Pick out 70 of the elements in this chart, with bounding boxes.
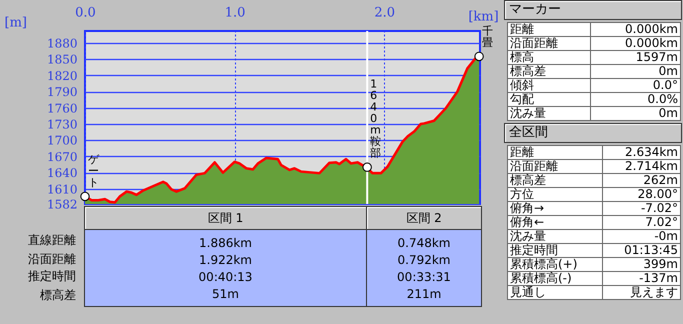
text: 0m	[590, 106, 680, 120]
text: 勾配	[508, 92, 590, 106]
text: 距離	[508, 22, 590, 36]
text: 直線距離	[27, 232, 77, 249]
text: 累積標高(-)	[508, 271, 603, 286]
text: 沿面距離	[508, 159, 603, 174]
text: 見通し	[508, 285, 603, 300]
text: -0m	[602, 229, 680, 244]
y-tick-label: 1880	[46, 36, 78, 50]
y-tick-label: 1670	[46, 150, 78, 164]
text: 7.02°	[602, 215, 680, 230]
text: -7.02°	[602, 201, 680, 216]
text: 0.000km	[590, 22, 680, 36]
text: 距離	[508, 145, 603, 160]
text: 01:13:45	[602, 243, 680, 258]
text: 推定時間	[27, 268, 77, 285]
text: 28.00°	[602, 187, 680, 202]
text: 方位	[508, 187, 603, 202]
text: 沿面距離	[508, 36, 590, 50]
text: 0.000km	[590, 36, 680, 50]
text: 211m	[366, 285, 482, 306]
text: 1597m	[590, 50, 680, 64]
text: 俯角←	[508, 215, 603, 230]
y-tick-label: 1820	[46, 68, 78, 83]
annotation: 千畳	[482, 24, 494, 49]
y-tick-label: 1610	[46, 182, 78, 196]
text: 全区間	[504, 123, 682, 143]
text: 2.714km	[602, 159, 680, 174]
text: 標高	[508, 50, 590, 64]
text: 標高差	[508, 173, 603, 188]
text: 0.0°	[590, 78, 680, 92]
text: 傾斜	[508, 78, 590, 92]
text: 399m	[602, 257, 680, 272]
y-tick-label: 1640	[46, 166, 78, 180]
x-tick-label: 0.0	[75, 6, 96, 20]
text: 沈み量	[508, 229, 603, 244]
x-tick-label: 2.0	[374, 6, 396, 20]
text: 標高差	[508, 64, 590, 78]
y-tick-label: 1760	[46, 101, 78, 116]
text: 区間 1	[84, 206, 366, 230]
text: 262m	[602, 173, 680, 188]
y-axis-title: [m]	[4, 16, 27, 30]
y-tick-label: 1850	[46, 52, 78, 67]
text: 1.886km	[84, 230, 366, 251]
y-tick-label: 1730	[46, 117, 78, 132]
text: 沈み量	[508, 106, 590, 120]
text: マーカー	[504, 0, 682, 20]
text: 区間 2	[366, 206, 482, 230]
text: 推定時間	[508, 243, 603, 258]
text: 51m	[84, 285, 366, 306]
text: 見えます	[602, 285, 680, 300]
text: 0m	[590, 64, 680, 78]
y-tick-label: 1582	[46, 198, 78, 212]
text: 累積標高(+)	[508, 257, 603, 272]
text: 00:40:13	[84, 268, 366, 285]
y-tick-label: 1790	[46, 85, 78, 100]
text: 00:33:31	[366, 268, 482, 285]
text: 0.0%	[590, 92, 680, 106]
text: -137m	[602, 271, 680, 286]
annotation: ゲート	[88, 152, 100, 189]
text: 1.922km	[84, 251, 366, 268]
text: 標高差	[39, 287, 77, 304]
text: 0.792km	[366, 251, 482, 268]
x-axis-title: [km]	[468, 10, 499, 24]
text: 2.634km	[602, 145, 680, 160]
text: 0.748km	[366, 230, 482, 251]
x-tick-label: 1.0	[224, 6, 246, 20]
text: 沿面距離	[27, 251, 77, 268]
y-tick-label: 1700	[46, 134, 78, 148]
text: 俯角→	[508, 201, 603, 216]
